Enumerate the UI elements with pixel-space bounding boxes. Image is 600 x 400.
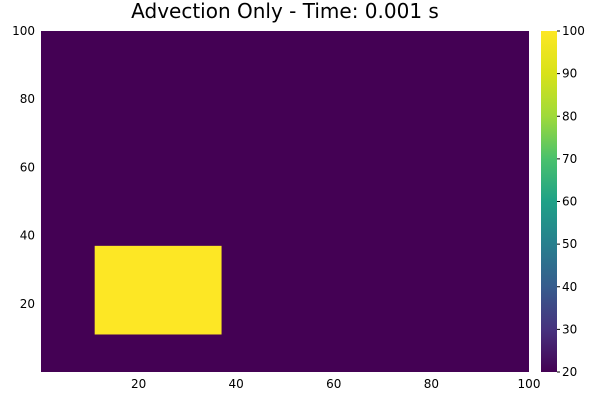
x-tick-label: 20 xyxy=(131,377,146,391)
colorbar-tick-label: 80 xyxy=(562,109,577,123)
y-tick-label: 60 xyxy=(20,160,35,174)
colorbar-tick-label: 50 xyxy=(562,237,577,251)
x-axis-ticks: 20 40 60 80 100 xyxy=(131,377,540,391)
regions-layer xyxy=(94,245,222,335)
x-tick-label: 80 xyxy=(424,377,439,391)
colorbar-tick-label: 60 xyxy=(562,195,577,209)
y-tick-label: 20 xyxy=(20,297,35,311)
y-tick-label: 80 xyxy=(20,92,35,106)
colorbar-tick-label: 100 xyxy=(562,24,585,38)
y-tick-label: 100 xyxy=(12,24,35,38)
colorbar-tick-label: 70 xyxy=(562,152,577,166)
y-axis-ticks: 20 40 60 80 100 xyxy=(12,24,35,311)
heatmap-region-hot-block xyxy=(94,245,222,335)
x-tick-label: 40 xyxy=(229,377,244,391)
colorbar-tick-label: 90 xyxy=(562,67,577,81)
x-tick-label: 100 xyxy=(518,377,541,391)
y-tick-label: 40 xyxy=(20,229,35,243)
chart-title: Advection Only - Time: 0.001 s xyxy=(131,0,439,23)
colorbar xyxy=(541,31,557,372)
colorbar-tick-label: 20 xyxy=(562,365,577,379)
x-tick-label: 60 xyxy=(326,377,341,391)
colorbar-tick-label: 40 xyxy=(562,280,577,294)
colorbar-tick-label: 30 xyxy=(562,322,577,336)
colorbar-ticks: 20 30 40 50 60 70 80 90 100 xyxy=(557,24,585,379)
